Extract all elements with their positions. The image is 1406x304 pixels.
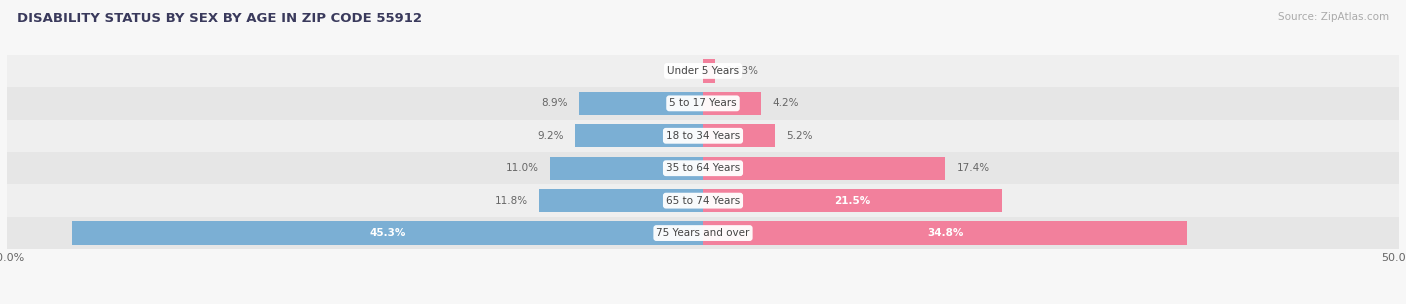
Text: 11.0%: 11.0%	[506, 163, 538, 173]
Text: 17.4%: 17.4%	[956, 163, 990, 173]
Bar	[7, 152, 1399, 185]
Text: 8.9%: 8.9%	[541, 98, 568, 108]
Text: Under 5 Years: Under 5 Years	[666, 66, 740, 76]
Text: 4.2%: 4.2%	[773, 98, 799, 108]
Text: DISABILITY STATUS BY SEX BY AGE IN ZIP CODE 55912: DISABILITY STATUS BY SEX BY AGE IN ZIP C…	[17, 12, 422, 25]
Bar	[7, 87, 1399, 119]
Text: 35 to 64 Years: 35 to 64 Years	[666, 163, 740, 173]
Bar	[703, 157, 945, 180]
Text: 5 to 17 Years: 5 to 17 Years	[669, 98, 737, 108]
Bar	[7, 55, 1399, 87]
Text: 9.2%: 9.2%	[537, 131, 564, 141]
Bar	[7, 217, 1399, 249]
Bar	[703, 189, 1002, 212]
Text: 0.0%: 0.0%	[665, 66, 692, 76]
Bar	[703, 221, 1188, 245]
Text: 75 Years and over: 75 Years and over	[657, 228, 749, 238]
Text: 0.83%: 0.83%	[725, 66, 759, 76]
Text: Source: ZipAtlas.com: Source: ZipAtlas.com	[1278, 12, 1389, 22]
Bar	[550, 157, 703, 180]
Text: 11.8%: 11.8%	[495, 196, 527, 206]
Bar	[579, 92, 703, 115]
Text: 21.5%: 21.5%	[835, 196, 870, 206]
Text: 65 to 74 Years: 65 to 74 Years	[666, 196, 740, 206]
Bar	[575, 124, 703, 147]
Bar	[7, 119, 1399, 152]
Bar	[73, 221, 703, 245]
Bar	[538, 189, 703, 212]
Text: 18 to 34 Years: 18 to 34 Years	[666, 131, 740, 141]
Bar	[703, 59, 714, 83]
Bar	[703, 92, 762, 115]
Bar	[7, 185, 1399, 217]
Text: 5.2%: 5.2%	[786, 131, 813, 141]
Text: 45.3%: 45.3%	[370, 228, 406, 238]
Bar	[703, 124, 775, 147]
Text: 34.8%: 34.8%	[927, 228, 963, 238]
